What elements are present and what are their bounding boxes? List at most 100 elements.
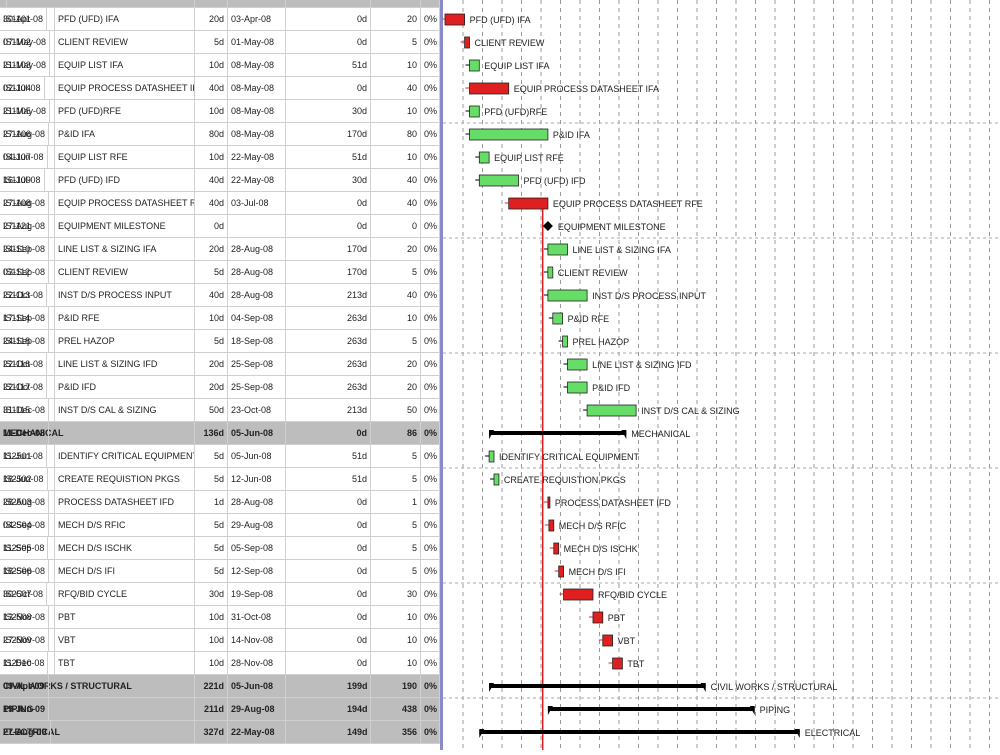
cell-start: 22-May-08 <box>228 169 286 191</box>
cell-pct: 0% <box>421 698 440 720</box>
task-row[interactable]: IS1121 EQUIPMENT MILESTONE 0d 27-Aug-08 0d 0 0… <box>0 215 440 238</box>
cell-name: EQUIPMENT MILESTONE <box>55 215 195 237</box>
cell-finish: 11-Dec-08 <box>0 422 50 444</box>
summary-row[interactable]: CIVIL WORKS / STRUCTURAL 221d 05-Jun-08 09-… <box>0 675 440 698</box>
bar-label: LINE LIST & SIZING IFD <box>592 360 692 370</box>
bar-label: CREATE REQUISTION PKGS <box>504 475 626 485</box>
task-row[interactable]: IS1106 P&ID IFA 80d 08-May-08 27-Aug-08 170d 8… <box>0 123 440 146</box>
cell-name: LINE LIST & SIZING IFA <box>55 238 195 260</box>
task-row[interactable]: IS2503 PROCESS DATASHEET IFD 1d 28-Aug-08 28… <box>0 491 440 514</box>
bar-label: RFQ/BID CYCLE <box>598 590 667 600</box>
summary-row-process[interactable]: PROCESS <box>0 0 440 8</box>
cell-work: 10 <box>371 100 421 122</box>
task-row[interactable]: IS2506 MECH D/S IFI 5d 12-Sep-08 18-Sep-08 0d… <box>0 560 440 583</box>
critical-task-bar <box>563 588 594 601</box>
cell-start: 01-May-08 <box>228 31 286 53</box>
cell-dur: 40d <box>195 77 228 99</box>
cell-name: PFD (UFD) IFD <box>55 169 195 191</box>
summary-bar-cap-left <box>547 706 553 715</box>
task-row[interactable]: IS1110 LINE LIST & SIZING IFA 20d 28-Aug-08… <box>0 238 440 261</box>
task-row[interactable]: IS1116 LINE LIST & SIZING IFD 20d 25-Sep-08… <box>0 353 440 376</box>
cell-slack: 213d <box>344 284 371 306</box>
task-row[interactable]: IS2507 RFQ/BID CYCLE 30d 19-Sep-08 30-Oct-08… <box>0 583 440 606</box>
cell-start: 03-Apr-08 <box>228 8 286 30</box>
gantt-chart: PFD (UFD) IFA CLIENT REVIEW EQUIP LIST IFA… <box>441 0 1000 750</box>
cell-start: 29-Aug-08 <box>228 698 286 720</box>
summary-row[interactable]: MECHANICAL 136d 05-Jun-08 11-Dec-08 0d 86 0% <box>0 422 440 445</box>
cell-slack: 213d <box>344 399 371 421</box>
task-row[interactable]: IS1112 CLIENT REVIEW 5d 28-Aug-08 03-Sep-08 1… <box>0 261 440 284</box>
task-row[interactable]: IS1114 P&ID RFE 10d 04-Sep-08 17-Sep-08 263d 1… <box>0 307 440 330</box>
cell-id: IS1116 <box>0 353 55 375</box>
task-row[interactable]: IS1109 PFD (UFD) IFD 40d 22-May-08 16-Jul-08… <box>0 169 440 192</box>
pane-divider[interactable] <box>440 0 443 750</box>
cell-id: IS1104 <box>0 77 55 99</box>
task-row[interactable]: IS1101 PFD (UFD) IFA 20d 03-Apr-08 30-Apr-08… <box>0 8 440 31</box>
cell-slack: 51d <box>344 54 371 76</box>
cell-pct: 0% <box>421 583 440 605</box>
cell-finish: 28-Aug-08 <box>0 491 50 513</box>
cell-pct: 0% <box>421 353 440 375</box>
cell-slack: 170d <box>344 123 371 145</box>
summary-bar-cap-right <box>749 706 755 715</box>
task-bar <box>562 335 568 348</box>
task-row[interactable]: IS1108 EQUIP PROCESS DATASHEET RFE 40d 03-J… <box>0 192 440 215</box>
cell-name: CLIENT REVIEW <box>55 31 195 53</box>
cell-finish: 30-Apr-08 <box>0 8 48 30</box>
bar-label: LINE LIST & SIZING IFA <box>573 245 671 255</box>
cell-finish: 21-May-08 <box>0 100 51 122</box>
critical-task-bar <box>444 13 466 26</box>
bar-label: VBT <box>618 636 636 646</box>
cell-id: IS1115 <box>0 399 55 421</box>
cell-finish: 04-Jun-08 <box>0 146 48 168</box>
task-row[interactable]: IS1107 EQUIP LIST RFE 10d 22-May-08 04-Jun-0… <box>0 146 440 169</box>
cell-work: 20 <box>371 8 421 30</box>
task-row[interactable]: IS1104 EQUIP PROCESS DATASHEET IFA 40d 08-M… <box>0 77 440 100</box>
cell-pct: 0% <box>421 192 440 214</box>
summary-bar <box>479 730 800 734</box>
task-row[interactable]: IS1117 P&ID IFD 20d 25-Sep-08 22-Oct-08 263d 2… <box>0 376 440 399</box>
cell-pct: 0% <box>421 123 440 145</box>
cell-id: IS1108 <box>0 192 55 214</box>
cell-start: 19-Sep-08 <box>228 583 286 605</box>
task-row[interactable]: IS1102 CLIENT REVIEW 5d 01-May-08 07-May-08 0… <box>0 31 440 54</box>
cell-id: IS1106 <box>0 123 55 145</box>
cell-slack: 0d <box>344 606 371 628</box>
cell-id: IS1114 <box>0 307 55 329</box>
task-row[interactable]: IS1115 INST D/S CAL & SIZING 50d 23-Oct-08 3… <box>0 399 440 422</box>
cell-id: IS1118 <box>0 330 55 352</box>
summary-row[interactable]: PIPING 211d 29-Aug-08 19-Jun-09 194d 438 0% <box>0 698 440 721</box>
task-row[interactable]: IS2505 MECH D/S ISCHK 5d 05-Sep-08 11-Sep-08… <box>0 537 440 560</box>
cell-start: 28-Aug-08 <box>228 284 286 306</box>
cell-work: 5 <box>371 514 421 536</box>
cell-id: IS1113 <box>0 284 55 306</box>
cell-finish: 22-Oct-08 <box>0 376 48 398</box>
summary-bar-cap-left <box>479 729 485 738</box>
bar-label: MECH D/S ISCHK <box>564 544 638 554</box>
critical-task-bar <box>469 82 510 95</box>
task-row[interactable]: IS1118 PREL HAZOP 5d 18-Sep-08 24-Sep-08 263d… <box>0 330 440 353</box>
task-row[interactable]: IS1103 EQUIP LIST IFA 10d 08-May-08 21-May-0… <box>0 54 440 77</box>
cell-finish: 27-Aug-09 <box>0 721 51 743</box>
cell-start: 23-Oct-08 <box>228 399 286 421</box>
cell-id: IS1101 <box>0 8 55 30</box>
cell-work: 5 <box>371 261 421 283</box>
cell-id: IS2510 <box>0 652 55 674</box>
task-row[interactable]: IS2508 PBT 10d 31-Oct-08 13-Nov-08 0d 10 0% <box>0 606 440 629</box>
task-row[interactable]: IS2504 MECH D/S RFIC 5d 29-Aug-08 04-Sep-08 0… <box>0 514 440 537</box>
milestone-marker <box>542 221 553 231</box>
summary-row[interactable]: ELECTRICAL 327d 22-May-08 27-Aug-09 149d 356 0… <box>0 721 440 744</box>
task-row[interactable]: IS2510 TBT 10d 28-Nov-08 11-Dec-08 0d 10 0% <box>0 652 440 675</box>
task-row[interactable]: IS2502 CREATE REQUISTION PKGS 5d 12-Jun-08 1… <box>0 468 440 491</box>
cell-pct: 0% <box>421 537 440 559</box>
cell-slack: 263d <box>344 330 371 352</box>
cell-dur: 40d <box>195 192 228 214</box>
cell-id: IS1107 <box>0 146 55 168</box>
task-row[interactable]: IS1105 PFD (UFD)RFE 10d 08-May-08 21-May-08 3… <box>0 100 440 123</box>
cell-slack: 51d <box>344 445 371 467</box>
task-row[interactable]: IS2501 IDENTIFY CRITICAL EQUIPMENT 5d 05-Ju… <box>0 445 440 468</box>
task-row[interactable]: IS1113 INST D/S PROCESS INPUT 40d 28-Aug-08… <box>0 284 440 307</box>
cell-work: 20 <box>371 238 421 260</box>
cell-dur: 10d <box>195 100 228 122</box>
task-row[interactable]: IS2509 VBT 10d 14-Nov-08 27-Nov-08 0d 10 0% <box>0 629 440 652</box>
